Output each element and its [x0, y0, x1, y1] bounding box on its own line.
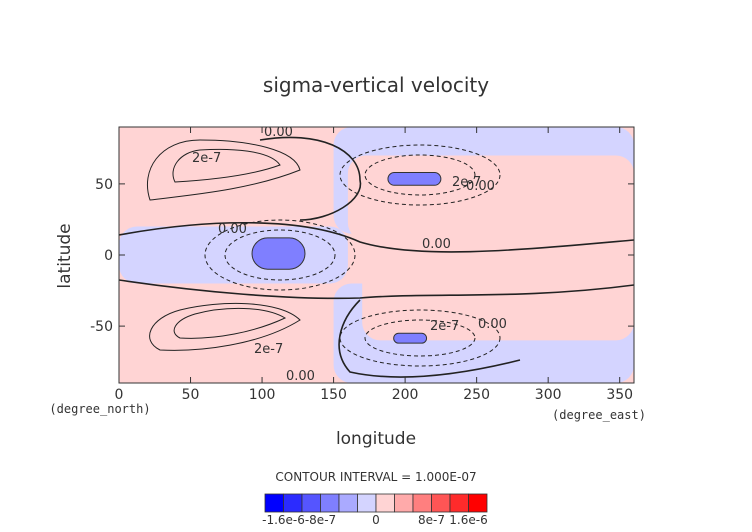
y-tick-label: 0	[104, 248, 113, 264]
x-tick-label: 150	[320, 387, 347, 403]
colorbar-labels: -1.6e-6 -8e-7 0 8e-7 1.6e-6	[262, 513, 488, 527]
colorbar-swatch	[394, 493, 414, 513]
x-unit-label: (degree_east)	[552, 408, 646, 422]
colorbar-swatch	[375, 493, 395, 513]
x-tick-label: 100	[249, 387, 276, 403]
plot-area: 0.00 2e-7 0.00 2e-7 0.00 0.00 2e-7 0.00 …	[119, 125, 634, 384]
field-region-strong-negative	[393, 332, 428, 344]
x-tick-label: 200	[392, 387, 419, 403]
colorbar-label: -1.6e-6	[262, 513, 305, 527]
x-tick-label: 350	[606, 387, 633, 403]
x-tick-label: 250	[463, 387, 490, 403]
contour-line-zero	[119, 221, 634, 253]
contour-fill-layer	[119, 127, 634, 383]
field-region-strong-negative	[251, 237, 306, 270]
colorbar-swatch	[357, 493, 377, 513]
colorbar-label: 8e-7	[418, 513, 445, 527]
contour-labels: 0.00 2e-7 0.00 2e-7 0.00 0.00 2e-7 0.00 …	[192, 125, 507, 384]
colorbar-label: 1.6e-6	[449, 513, 487, 527]
colorbar-label: -8e-7	[305, 513, 336, 527]
contour-label: 2e-7	[254, 342, 283, 357]
y-tick-label: 50	[95, 177, 113, 193]
contour-lines	[119, 136, 634, 378]
x-tick-label: 50	[182, 387, 200, 403]
contour-line-negative	[364, 319, 476, 357]
y-unit-label: (degree_north)	[49, 402, 150, 416]
contour-label: 0.00	[264, 125, 293, 140]
y-axis-label: latitude	[55, 223, 75, 288]
colorbar-swatch	[338, 493, 358, 513]
field-region-positive	[347, 155, 634, 241]
colorbar-label: 0	[372, 513, 380, 527]
contour-label: 0.00	[286, 369, 315, 384]
colorbar-swatch	[412, 493, 432, 513]
contour-line	[149, 302, 301, 351]
y-axis: -50 0 50	[90, 177, 634, 335]
field-region-strong-negative	[387, 172, 442, 186]
contour-line-negative	[339, 144, 501, 206]
field-region-positive	[119, 283, 334, 383]
colorbar-swatch	[449, 493, 469, 513]
colorbar-swatch	[468, 493, 488, 513]
colorbar-swatch	[320, 493, 340, 513]
x-tick-label: 0	[115, 387, 124, 403]
chart-title: sigma-vertical velocity	[263, 73, 489, 97]
colorbar-swatch	[431, 493, 451, 513]
contour-label: 0.00	[466, 179, 495, 194]
contour-line	[172, 148, 281, 183]
contour-label: 0.00	[478, 317, 507, 332]
contour-line	[173, 307, 287, 339]
contour-label: 0.00	[218, 222, 247, 237]
contour-line-negative	[364, 154, 476, 196]
contour-line-negative	[339, 309, 501, 367]
contour-label: 2e-7	[192, 151, 221, 166]
contour-line-zero	[338, 299, 521, 378]
x-axis-label: longitude	[336, 429, 416, 449]
contour-line	[146, 139, 301, 201]
contour-label: 0.00	[422, 237, 451, 252]
colorbar-swatch	[283, 493, 303, 513]
y-tick-label: -50	[90, 319, 113, 335]
contour-line-negative	[224, 229, 336, 281]
x-tick-label: 300	[535, 387, 562, 403]
x-axis: 0 50 100 150 200 250 300 350	[115, 127, 633, 403]
contour-line-negative	[204, 219, 356, 291]
contour-line-zero	[259, 136, 362, 221]
contour-interval-text: CONTOUR INTERVAL = 1.000E-07	[275, 470, 476, 484]
contour-label: 2e-7	[452, 175, 481, 190]
colorbar	[264, 493, 488, 513]
contour-line-zero	[119, 279, 634, 300]
contour-label: 2e-7	[430, 319, 459, 334]
colorbar-swatch	[264, 493, 284, 513]
colorbar-swatch	[301, 493, 321, 513]
negative-contours	[204, 144, 501, 367]
